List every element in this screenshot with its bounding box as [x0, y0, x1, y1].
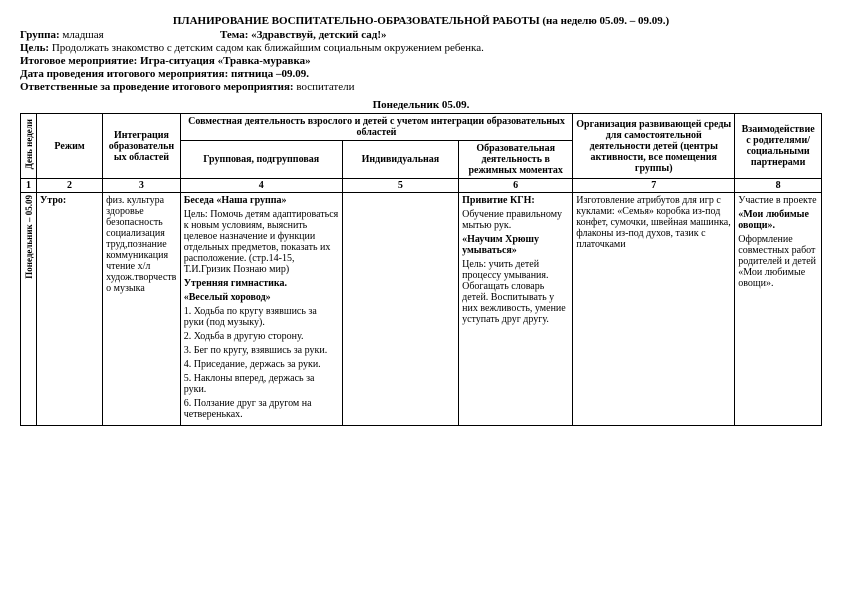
meta-group-theme: Группа: младшая Тема: «Здравствуй, детск…	[20, 29, 822, 41]
routine-title-2: «Научим Хрюшу умываться»	[462, 234, 569, 256]
group-label: Группа:	[20, 29, 60, 41]
group-item-2: 2. Ходьба в другую сторону.	[184, 331, 339, 342]
th-environment: Организация развивающей среды для самост…	[573, 114, 735, 179]
routine-text-1: Обучение правильному мытью рук.	[462, 209, 569, 231]
content-row: Понедельник – 05.09 Утро: физ. культура …	[21, 193, 822, 426]
th-day: День недели	[21, 114, 37, 179]
meta-event: Итоговое мероприятие: Игра-ситуация «Тра…	[20, 55, 822, 67]
th-joint-activity: Совместная деятельность взрослого и дете…	[180, 114, 573, 141]
group-item-4: 4. Приседание, держась за руки.	[184, 359, 339, 370]
group-item-3: 3. Бег по кругу, взявшись за руки.	[184, 345, 339, 356]
th-parents: Взаимодействие с родителями/ социальными…	[735, 114, 822, 179]
event-date-label: Дата проведения итогового мероприятия:	[20, 68, 228, 80]
parents-text-2: Оформление совместных работ родителей и …	[738, 234, 818, 289]
cell-day: Понедельник – 05.09	[21, 193, 37, 426]
routine-title-1: Привитие КГН:	[462, 195, 569, 206]
plan-table: День недели Режим Интеграция образовател…	[20, 113, 822, 426]
event-label: Итоговое мероприятие:	[20, 55, 137, 67]
th-group: Групповая, подгрупповая	[180, 141, 342, 179]
num-2: 2	[36, 179, 102, 193]
group-title-3: «Веселый хоровод»	[184, 292, 339, 303]
th-routine: Образовательная деятельность в режимных …	[459, 141, 573, 179]
meta-event-date: Дата проведения итогового мероприятия: п…	[20, 68, 822, 80]
event-value: Игра-ситуация «Травка-муравка»	[140, 55, 311, 67]
goal-value: Продолжать знакомство с детским садом ка…	[52, 42, 484, 54]
num-4: 4	[180, 179, 342, 193]
group-item-1: 1. Ходьба по кругу взявшись за руки (под…	[184, 306, 339, 328]
goal-label: Цель:	[20, 42, 49, 54]
theme-label: Тема:	[220, 29, 248, 41]
cell-integration: физ. культура здоровье безопасность соци…	[103, 193, 181, 426]
parents-title-1: «Мои любимые овощи».	[738, 209, 818, 231]
meta-responsible: Ответственные за проведение итогового ме…	[20, 81, 822, 93]
num-3: 3	[103, 179, 181, 193]
responsible-value: воспитатели	[296, 81, 354, 93]
group-title-2: Утренняя гимнастика.	[184, 278, 339, 289]
cell-individual	[342, 193, 458, 426]
env-text: Изготовление атрибутов для игр с куклами…	[576, 195, 731, 250]
group-title-1: Беседа «Наша группа»	[184, 195, 339, 206]
num-1: 1	[21, 179, 37, 193]
cell-parents: Участие в проекте «Мои любимые овощи». О…	[735, 193, 822, 426]
responsible-label: Ответственные за проведение итогового ме…	[20, 81, 294, 93]
th-individual: Индивидуальная	[342, 141, 458, 179]
group-value: младшая	[62, 29, 103, 41]
cell-regime: Утро:	[36, 193, 102, 426]
day-header: Понедельник 05.09.	[20, 99, 822, 111]
num-8: 8	[735, 179, 822, 193]
number-row: 1 2 3 4 5 6 7 8	[21, 179, 822, 193]
cell-routine: Привитие КГН: Обучение правильному мытью…	[459, 193, 573, 426]
event-date-value: пятница –09.09.	[231, 68, 309, 80]
th-regime: Режим	[36, 114, 102, 179]
group-item-6: 6. Ползание друг за другом на четвереньк…	[184, 398, 339, 420]
parents-text-1: Участие в проекте	[738, 195, 818, 206]
th-integration: Интеграция образовательных областей	[103, 114, 181, 179]
num-5: 5	[342, 179, 458, 193]
meta-goal: Цель: Продолжать знакомство с детским са…	[20, 42, 822, 54]
doc-title: ПЛАНИРОВАНИЕ ВОСПИТАТЕЛЬНО-ОБРАЗОВАТЕЛЬН…	[20, 15, 822, 27]
group-text-1: Цель: Помочь детям адаптироваться к новы…	[184, 209, 339, 275]
group-item-5: 5. Наклоны вперед, держась за руки.	[184, 373, 339, 395]
theme-value: «Здравствуй, детский сад!»	[251, 29, 386, 41]
num-7: 7	[573, 179, 735, 193]
header-row-1: День недели Режим Интеграция образовател…	[21, 114, 822, 141]
cell-environment: Изготовление атрибутов для игр с куклами…	[573, 193, 735, 426]
cell-group: Беседа «Наша группа» Цель: Помочь детям …	[180, 193, 342, 426]
num-6: 6	[459, 179, 573, 193]
routine-text-2: Цель: учить детей процессу умывания. Обо…	[462, 259, 569, 325]
